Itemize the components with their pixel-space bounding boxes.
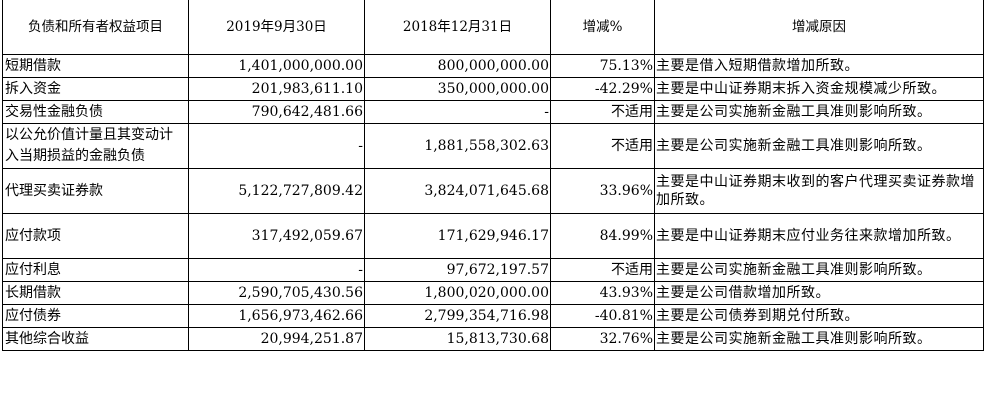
cell-reason: 主要是公司实施新金融工具准则影响所致。 [654,327,984,351]
cell-2018: 2,799,354,716.98 [364,304,551,328]
cell-reason: 主要是公司实施新金融工具准则影响所致。 [654,123,984,169]
cell-reason: 主要是公司借款增加所致。 [654,281,984,305]
cell-change-pct: 32.76% [550,327,655,351]
table-header-row: 负债和所有者权益项目 2019年9月30日 2018年12月31日 增减% 增减… [2,0,984,55]
header-item: 负债和所有者权益项目 [2,0,189,55]
cell-2019: 2,590,705,430.56 [188,281,365,305]
table-row: 应付债券 1,656,973,462.66 2,799,354,716.98 -… [2,304,984,328]
table-row: 代理买卖证券款 5,122,727,809.42 3,824,071,645.6… [2,168,984,214]
header-reason: 增减原因 [654,0,984,55]
cell-item: 拆入资金 [2,77,189,101]
cell-2019: - [188,123,365,169]
cell-2018: - [364,100,551,124]
cell-2019: 317,492,059.67 [188,213,365,259]
cell-2019: - [188,258,365,282]
header-2018: 2018年12月31日 [364,0,551,55]
cell-2018: 3,824,071,645.68 [364,168,551,214]
table-row: 长期借款 2,590,705,430.56 1,800,020,000.00 4… [2,281,984,305]
header-change-pct: 增减% [550,0,655,55]
table-row: 交易性金融负债 790,642,481.66 - 不适用 主要是公司实施新金融工… [2,100,984,124]
liabilities-equity-change-table: 负债和所有者权益项目 2019年9月30日 2018年12月31日 增减% 增减… [2,0,984,351]
cell-change-pct: 84.99% [550,213,655,259]
cell-2019: 1,401,000,000.00 [188,54,365,78]
table-row: 应付利息 - 97,672,197.57 不适用 主要是公司实施新金融工具准则影… [2,258,984,282]
cell-reason: 主要是公司债券到期兑付所致。 [654,304,984,328]
cell-2018: 350,000,000.00 [364,77,551,101]
table-row: 其他综合收益 20,994,251.87 15,813,730.68 32.76… [2,327,984,351]
cell-item: 应付利息 [2,258,189,282]
cell-2019: 201,983,611.10 [188,77,365,101]
cell-2019: 5,122,727,809.42 [188,168,365,214]
cell-change-pct: -40.81% [550,304,655,328]
cell-2018: 800,000,000.00 [364,54,551,78]
cell-2019: 20,994,251.87 [188,327,365,351]
cell-change-pct: 不适用 [550,123,655,169]
cell-2019: 1,656,973,462.66 [188,304,365,328]
cell-item: 应付款项 [2,213,189,259]
cell-reason: 主要是中山证券期末收到的客户代理买卖证券款增加所致。 [654,168,984,214]
cell-change-pct: 33.96% [550,168,655,214]
cell-item: 代理买卖证券款 [2,168,189,214]
cell-2019: 790,642,481.66 [188,100,365,124]
cell-change-pct: 43.93% [550,281,655,305]
cell-item: 其他综合收益 [2,327,189,351]
cell-2018: 1,800,020,000.00 [364,281,551,305]
cell-reason: 主要是公司实施新金融工具准则影响所致。 [654,100,984,124]
header-2019: 2019年9月30日 [188,0,365,55]
cell-item: 以公允价值计量且其变动计入当期损益的金融负债 [2,123,189,169]
cell-2018: 15,813,730.68 [364,327,551,351]
cell-item: 短期借款 [2,54,189,78]
table-row: 拆入资金 201,983,611.10 350,000,000.00 -42.2… [2,77,984,101]
cell-item: 交易性金融负债 [2,100,189,124]
table-row: 短期借款 1,401,000,000.00 800,000,000.00 75.… [2,54,984,78]
table-row: 以公允价值计量且其变动计入当期损益的金融负债 - 1,881,558,302.6… [2,123,984,169]
cell-change-pct: 75.13% [550,54,655,78]
cell-2018: 97,672,197.57 [364,258,551,282]
cell-reason: 主要是借入短期借款增加所致。 [654,54,984,78]
cell-item: 长期借款 [2,281,189,305]
cell-change-pct: -42.29% [550,77,655,101]
cell-2018: 171,629,946.17 [364,213,551,259]
cell-2018: 1,881,558,302.63 [364,123,551,169]
cell-reason: 主要是中山证券期末应付业务往来款增加所致。 [654,213,984,259]
cell-change-pct: 不适用 [550,258,655,282]
cell-reason: 主要是公司实施新金融工具准则影响所致。 [654,258,984,282]
cell-reason: 主要是中山证券期末拆入资金规模减少所致。 [654,77,984,101]
table-row: 应付款项 317,492,059.67 171,629,946.17 84.99… [2,213,984,259]
cell-item: 应付债券 [2,304,189,328]
cell-change-pct: 不适用 [550,100,655,124]
